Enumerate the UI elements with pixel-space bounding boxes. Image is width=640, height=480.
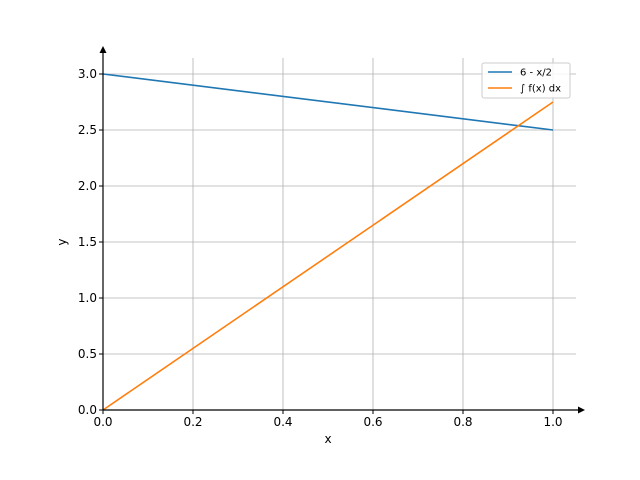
x-tick-label: 0.0 <box>93 415 112 429</box>
y-tick-label: 2.0 <box>78 179 97 193</box>
y-tick-label: 1.0 <box>78 291 97 305</box>
ticks: 0.0 0.2 0.4 0.6 0.8 1.0 0.0 0.5 1.0 1.5 2.0 2.5 3.0 <box>78 67 563 429</box>
y-tick-label: 2.5 <box>78 123 97 137</box>
y-tick-label: 0.0 <box>78 403 97 417</box>
y-axis-label: y <box>55 238 69 245</box>
y-tick-label: 1.5 <box>78 235 97 249</box>
y-tick-label: 3.0 <box>78 67 97 81</box>
axes <box>99 46 585 414</box>
x-tick-label: 0.8 <box>453 415 472 429</box>
y-axis-arrow <box>99 46 107 53</box>
x-tick-label: 0.2 <box>183 415 202 429</box>
legend: 6 - x/2 ∫ f(x) dx <box>481 62 571 99</box>
x-tick-label: 0.6 <box>363 415 382 429</box>
series-layer <box>102 73 554 411</box>
legend-label-0: 6 - x/2 <box>520 68 552 79</box>
x-axis-arrow <box>578 406 585 414</box>
x-axis-label: x <box>324 432 331 446</box>
series-line-0 <box>102 73 554 131</box>
x-tick-label: 1.0 <box>543 415 562 429</box>
legend-label-1: ∫ f(x) dx <box>520 84 561 95</box>
series-line-1 <box>102 101 554 411</box>
grid <box>102 58 576 411</box>
x-tick-label: 0.4 <box>273 415 292 429</box>
y-tick-label: 0.5 <box>78 347 97 361</box>
